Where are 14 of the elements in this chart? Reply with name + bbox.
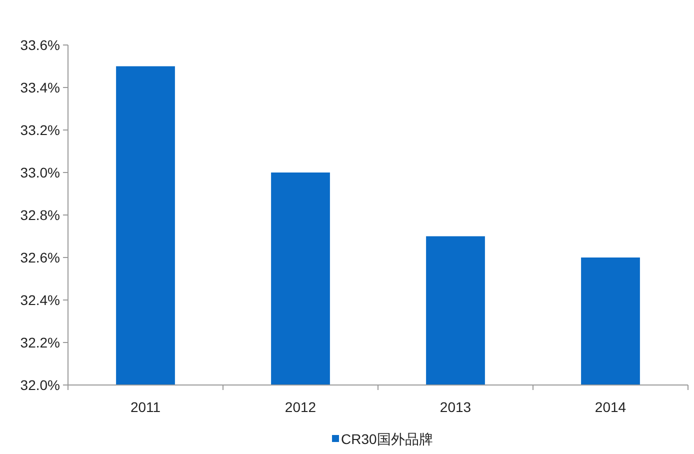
x-tick-label: 2012 [284, 399, 316, 415]
legend-label: CR30国外品牌 [341, 431, 433, 447]
y-tick-label: 33.0% [20, 164, 60, 180]
x-tick-label: 2014 [594, 399, 626, 415]
y-tick-label: 32.4% [20, 292, 60, 308]
y-tick-label: 32.0% [20, 377, 60, 393]
y-tick-label: 32.2% [20, 334, 60, 350]
y-tick-label: 33.6% [20, 37, 60, 53]
y-tick-label: 33.2% [20, 122, 60, 138]
y-tick-label: 32.6% [20, 250, 60, 266]
y-tick-label: 32.8% [20, 207, 60, 223]
x-tick-label: 2013 [440, 399, 472, 415]
x-tick-label: 2011 [130, 399, 161, 415]
y-tick-label: 33.4% [20, 80, 60, 96]
